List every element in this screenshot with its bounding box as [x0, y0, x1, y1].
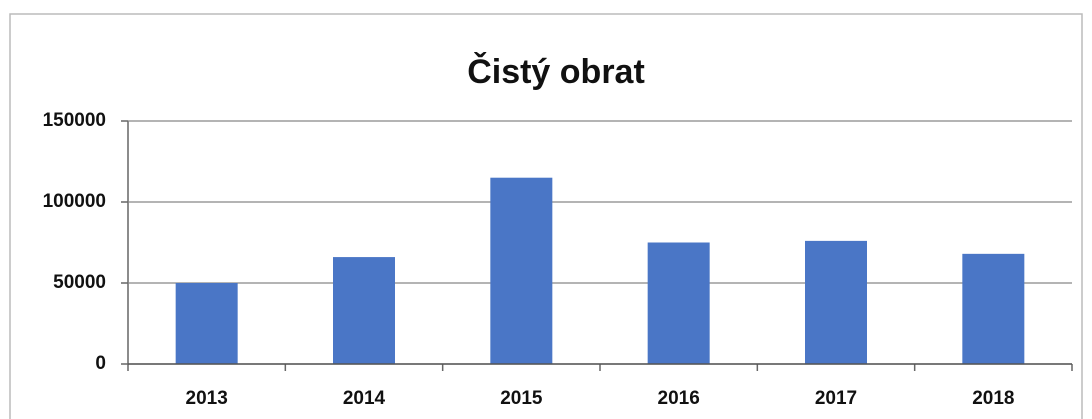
y-tick-label: 50000 [53, 272, 106, 293]
y-tick-label: 100000 [43, 191, 106, 212]
bar [490, 177, 553, 364]
y-tick-label: 150000 [43, 110, 106, 131]
x-tick-label: 2017 [815, 388, 857, 409]
x-tick-label: 2014 [343, 388, 386, 409]
bar [175, 283, 238, 364]
y-tick-label: 0 [95, 353, 106, 374]
x-tick-label: 2013 [186, 388, 228, 409]
chart-title: Čistý obrat [467, 52, 645, 91]
bar [333, 257, 395, 364]
x-tick-label: 2018 [972, 388, 1014, 409]
x-tick-label: 2015 [500, 388, 543, 409]
bar [962, 253, 1025, 364]
bar [647, 242, 710, 364]
bar [805, 240, 867, 364]
x-tick-label: 2016 [658, 388, 700, 409]
